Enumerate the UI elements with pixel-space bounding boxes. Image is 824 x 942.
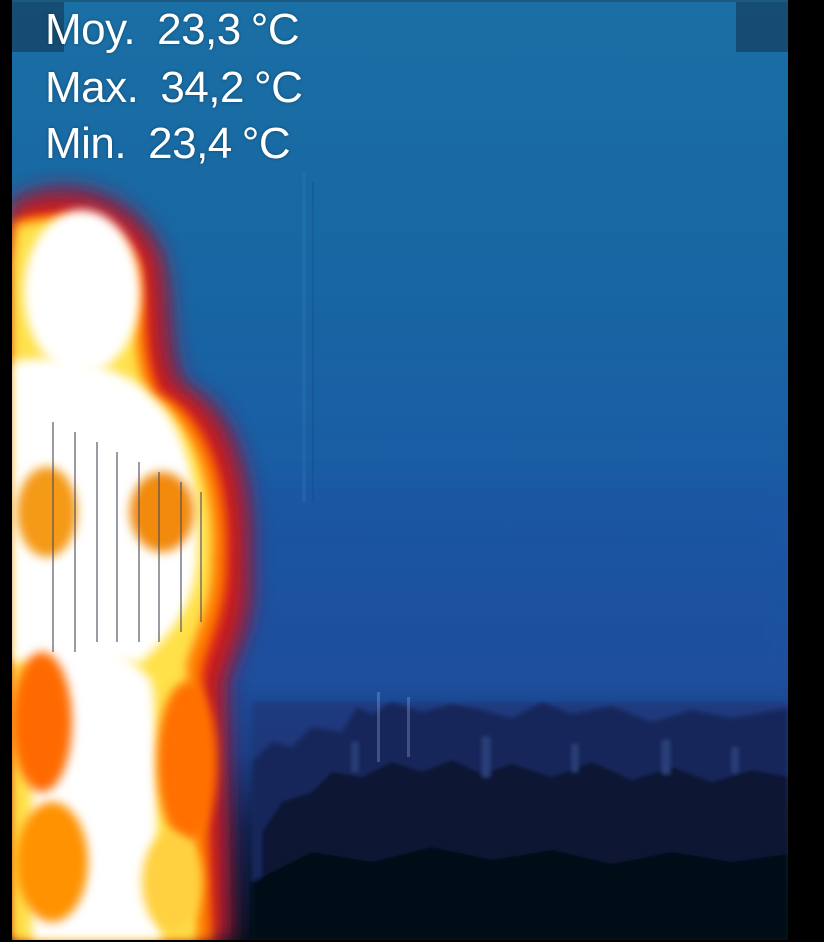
person-heat-signature	[12, 186, 253, 940]
average-temperature-readout: Moy. 23,3 °C	[45, 5, 300, 54]
heat-patch	[17, 467, 77, 557]
thermal-scene	[12, 172, 788, 940]
minimum-value: 23,4	[148, 119, 232, 168]
heat-patch	[157, 682, 217, 842]
heat-core-head	[24, 210, 140, 374]
heat-patch	[16, 802, 88, 922]
minimum-label: Min.	[45, 119, 127, 168]
minimum-temperature-readout: Min. 23,4 °C	[45, 119, 291, 168]
corner-overlay-right	[736, 2, 788, 52]
maximum-unit: °C	[254, 63, 303, 112]
thermal-image: Moy. 23,3 °C Max. 34,2 °C Min. 23,4 °C	[12, 2, 788, 940]
maximum-value: 34,2	[160, 63, 244, 112]
heat-patch	[12, 652, 72, 792]
heat-core-torso	[12, 358, 198, 662]
corner-overlay-left	[12, 2, 64, 52]
maximum-label: Max.	[45, 63, 139, 112]
top-divider	[12, 0, 788, 2]
right-black-border	[788, 0, 824, 942]
minimum-unit: °C	[241, 119, 291, 168]
average-label: Moy.	[45, 5, 136, 54]
heat-patch	[142, 832, 202, 932]
average-value: 23,3	[157, 5, 241, 54]
sensor-streaks	[302, 172, 410, 762]
body-streaks	[52, 422, 202, 652]
maximum-temperature-readout: Max. 34,2 °C	[45, 63, 303, 112]
cityscape	[252, 702, 788, 940]
average-unit: °C	[250, 5, 300, 54]
heat-patch	[130, 472, 194, 552]
